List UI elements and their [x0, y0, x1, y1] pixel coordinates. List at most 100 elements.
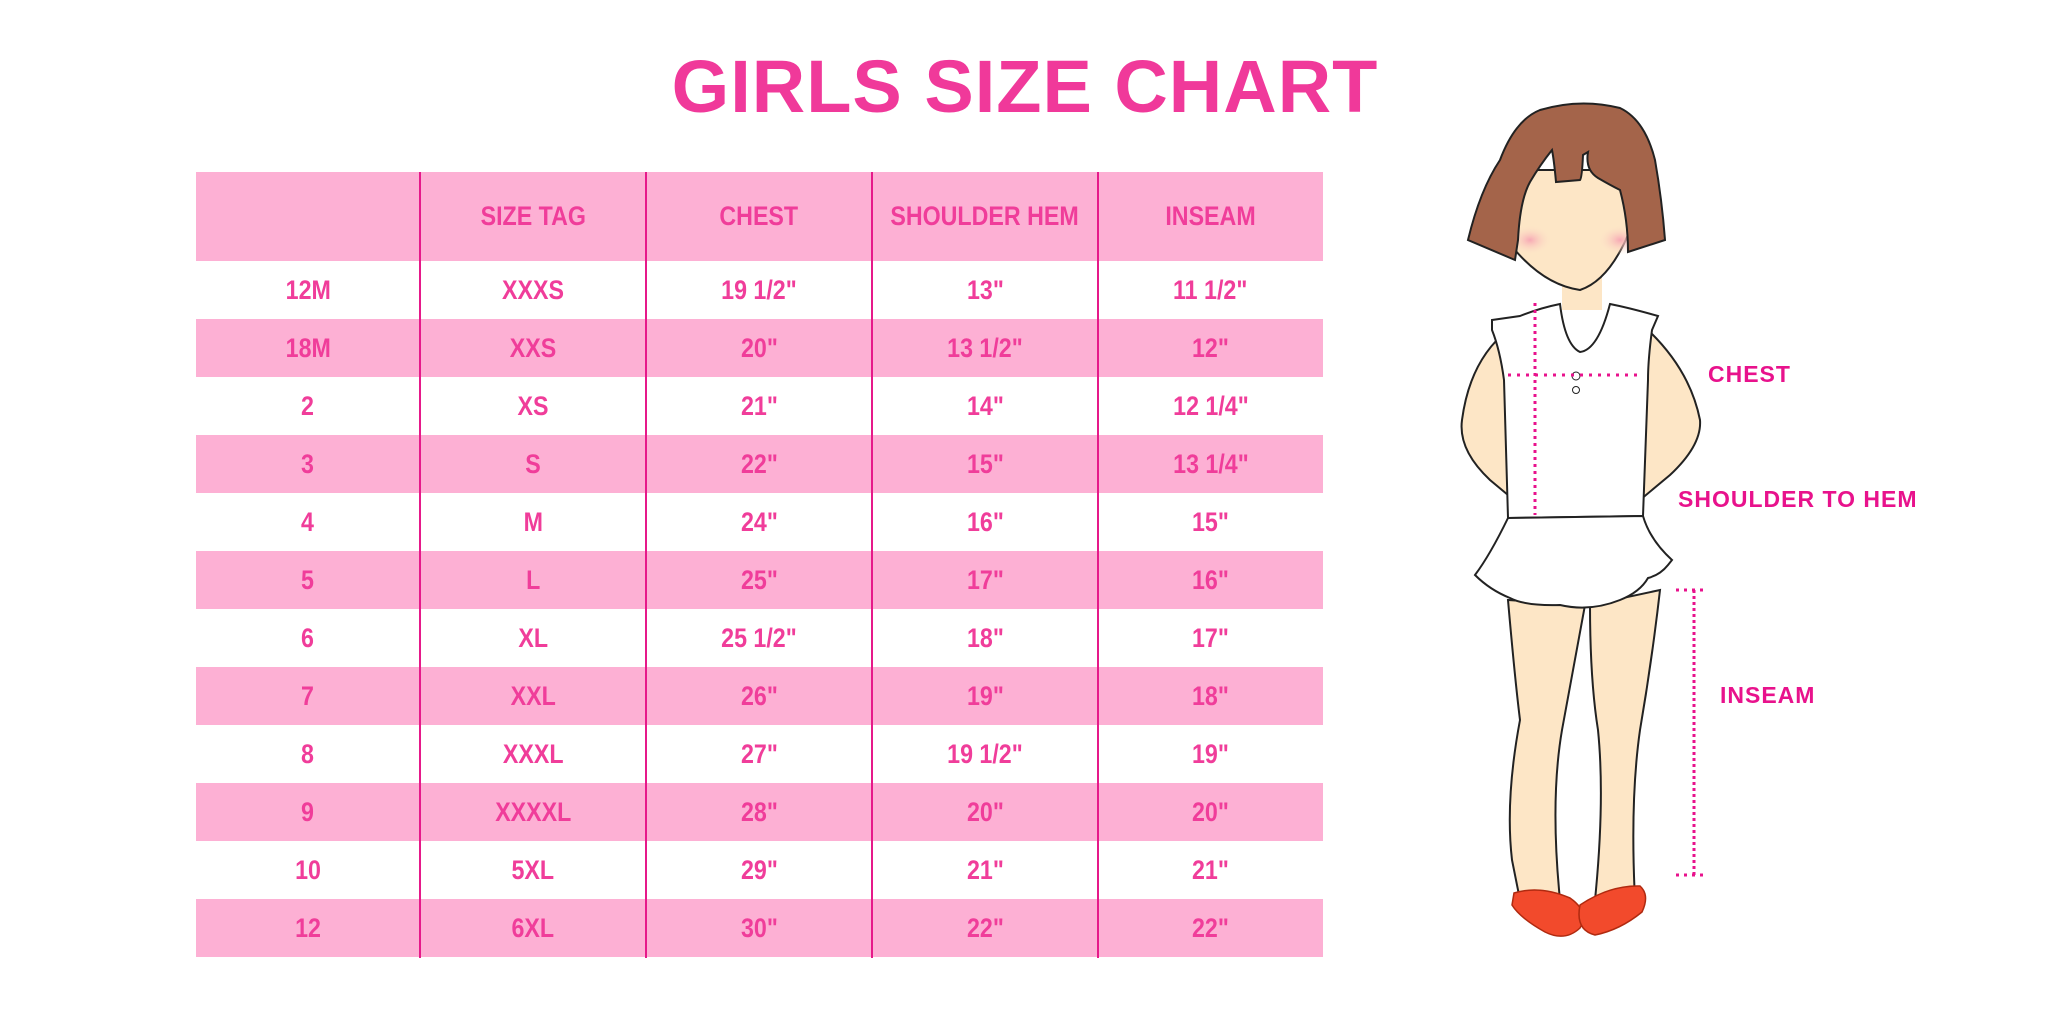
table-cell: 10: [196, 841, 420, 899]
table-row: 12M XXXS 19 1/2" 13" 11 1/2": [196, 261, 1323, 319]
column-header-text: CHEST: [719, 201, 799, 231]
size-chart-table: SIZE TAG CHEST SHOULDER HEM INSEAM 12M XXXS 19…: [196, 172, 1323, 957]
table-cell-text: 2: [301, 390, 315, 421]
table-cell-text: 5XL: [511, 854, 555, 885]
table-cell-text: XXXS: [502, 274, 564, 305]
table-cell-text: 16": [1192, 564, 1229, 595]
table-cell: 15": [872, 435, 1098, 493]
table-cell-text: 22": [740, 448, 778, 479]
table-cell-text: 19 1/2": [721, 274, 797, 305]
table-cell: 19": [1098, 725, 1323, 783]
table-cell: 28": [646, 783, 872, 841]
table-cell-text: 12 1/4": [1172, 390, 1249, 421]
table-cell-text: 3: [301, 448, 315, 479]
table-cell: XL: [420, 609, 646, 667]
chest-label: CHEST: [1708, 361, 1791, 387]
table-cell: 27": [646, 725, 872, 783]
table-row: 7 XXL 26" 19" 18": [196, 667, 1323, 725]
table-cell: 8: [196, 725, 420, 783]
table-cell-text: 13": [966, 274, 1004, 305]
table-row: 6 XL 25 1/2" 18" 17": [196, 609, 1323, 667]
table-cell: 30": [646, 899, 872, 957]
table-cell: XXS: [420, 319, 646, 377]
table-cell-text: 17": [966, 564, 1004, 595]
table-row: 8 XXXL 27" 19 1/2" 19": [196, 725, 1323, 783]
table-cell-text: 15": [1192, 506, 1229, 537]
table-cell-text: 12M: [285, 274, 331, 305]
table-cell-text: 19 1/2": [947, 738, 1023, 769]
table-cell-text: 16": [966, 506, 1004, 537]
column-divider: [645, 172, 647, 958]
table-cell: 9: [196, 783, 420, 841]
table-cell: 29": [646, 841, 872, 899]
table-cell-text: 28": [740, 796, 778, 827]
table-cell: 11 1/2": [1098, 261, 1323, 319]
table-cell-text: 21": [966, 854, 1004, 885]
column-header-text: INSEAM: [1165, 201, 1256, 231]
table-cell-text: XS: [517, 390, 549, 421]
girl-body: [1460, 169, 1702, 901]
table-cell-text: 13 1/2": [947, 332, 1023, 363]
table-cell: 21": [872, 841, 1098, 899]
table-cell: 22": [1098, 899, 1323, 957]
table-cell-text: 27": [740, 738, 778, 769]
table-cell: XXXXL: [420, 783, 646, 841]
table-cell-text: 6XL: [511, 912, 555, 943]
table-cell: 13": [872, 261, 1098, 319]
table-cell: 12 1/4": [1098, 377, 1323, 435]
table-cell-text: M: [523, 506, 543, 537]
table-cell-text: L: [525, 564, 541, 595]
table-cell-text: 25 1/2": [721, 622, 797, 653]
table-cell-text: 12": [1192, 332, 1229, 363]
table-cell: 5XL: [420, 841, 646, 899]
table-cell: XXXS: [420, 261, 646, 319]
column-header-text: SHOULDER HEM: [890, 201, 1080, 231]
table-cell-text: 20": [1192, 796, 1229, 827]
column-header: INSEAM: [1098, 172, 1323, 261]
table-cell: 5: [196, 551, 420, 609]
table-cell: XS: [420, 377, 646, 435]
table-cell: 17": [1098, 609, 1323, 667]
table-cell: 12M: [196, 261, 420, 319]
table-row: 10 5XL 29" 21" 21": [196, 841, 1323, 899]
table-cell: 12: [196, 899, 420, 957]
table-row: 18M XXS 20" 13 1/2" 12": [196, 319, 1323, 377]
table-cell-text: 14": [966, 390, 1004, 421]
table-cell-text: 18M: [285, 332, 331, 363]
skirt: [1473, 514, 1674, 609]
table-cell: 3: [196, 435, 420, 493]
table-cell: 19": [872, 667, 1098, 725]
page-title-text: GIRLS SIZE CHART: [671, 45, 1379, 128]
table-cell: 20": [1098, 783, 1323, 841]
table-cell-text: 30": [740, 912, 778, 943]
table-cell: 16": [1098, 551, 1323, 609]
table-cell-text: 11 1/2": [1173, 274, 1248, 305]
column-divider: [1097, 172, 1099, 958]
table-cell-text: 22": [1192, 912, 1229, 943]
table-cell-text: 17": [1192, 622, 1229, 653]
table-cell: 18": [872, 609, 1098, 667]
table-row: 4 M 24" 16" 15": [196, 493, 1323, 551]
table-row: 2 XS 21" 14" 12 1/4": [196, 377, 1323, 435]
column-header: SHOULDER HEM: [872, 172, 1098, 261]
table-cell-text: 10: [295, 854, 321, 885]
table-cell-text: 13 1/4": [1172, 448, 1249, 479]
table-cell: 22": [646, 435, 872, 493]
table-cell: 14": [872, 377, 1098, 435]
table-cell: 6XL: [420, 899, 646, 957]
table-cell-text: 15": [966, 448, 1004, 479]
table-cell: 15": [1098, 493, 1323, 551]
table-cell-text: 21": [1192, 854, 1229, 885]
table-cell: 19 1/2": [872, 725, 1098, 783]
column-header-text: SIZE TAG: [480, 201, 586, 231]
table-row: 3 S 22" 15" 13 1/4": [196, 435, 1323, 493]
table-cell-text: S: [525, 448, 541, 479]
table-cell: 18": [1098, 667, 1323, 725]
table-cell: L: [420, 551, 646, 609]
table-cell-text: 5: [301, 564, 315, 595]
table-cell: XXL: [420, 667, 646, 725]
table-cell-text: 19": [966, 680, 1004, 711]
table-cell-text: 6: [301, 622, 315, 653]
table-cell: 13 1/2": [872, 319, 1098, 377]
